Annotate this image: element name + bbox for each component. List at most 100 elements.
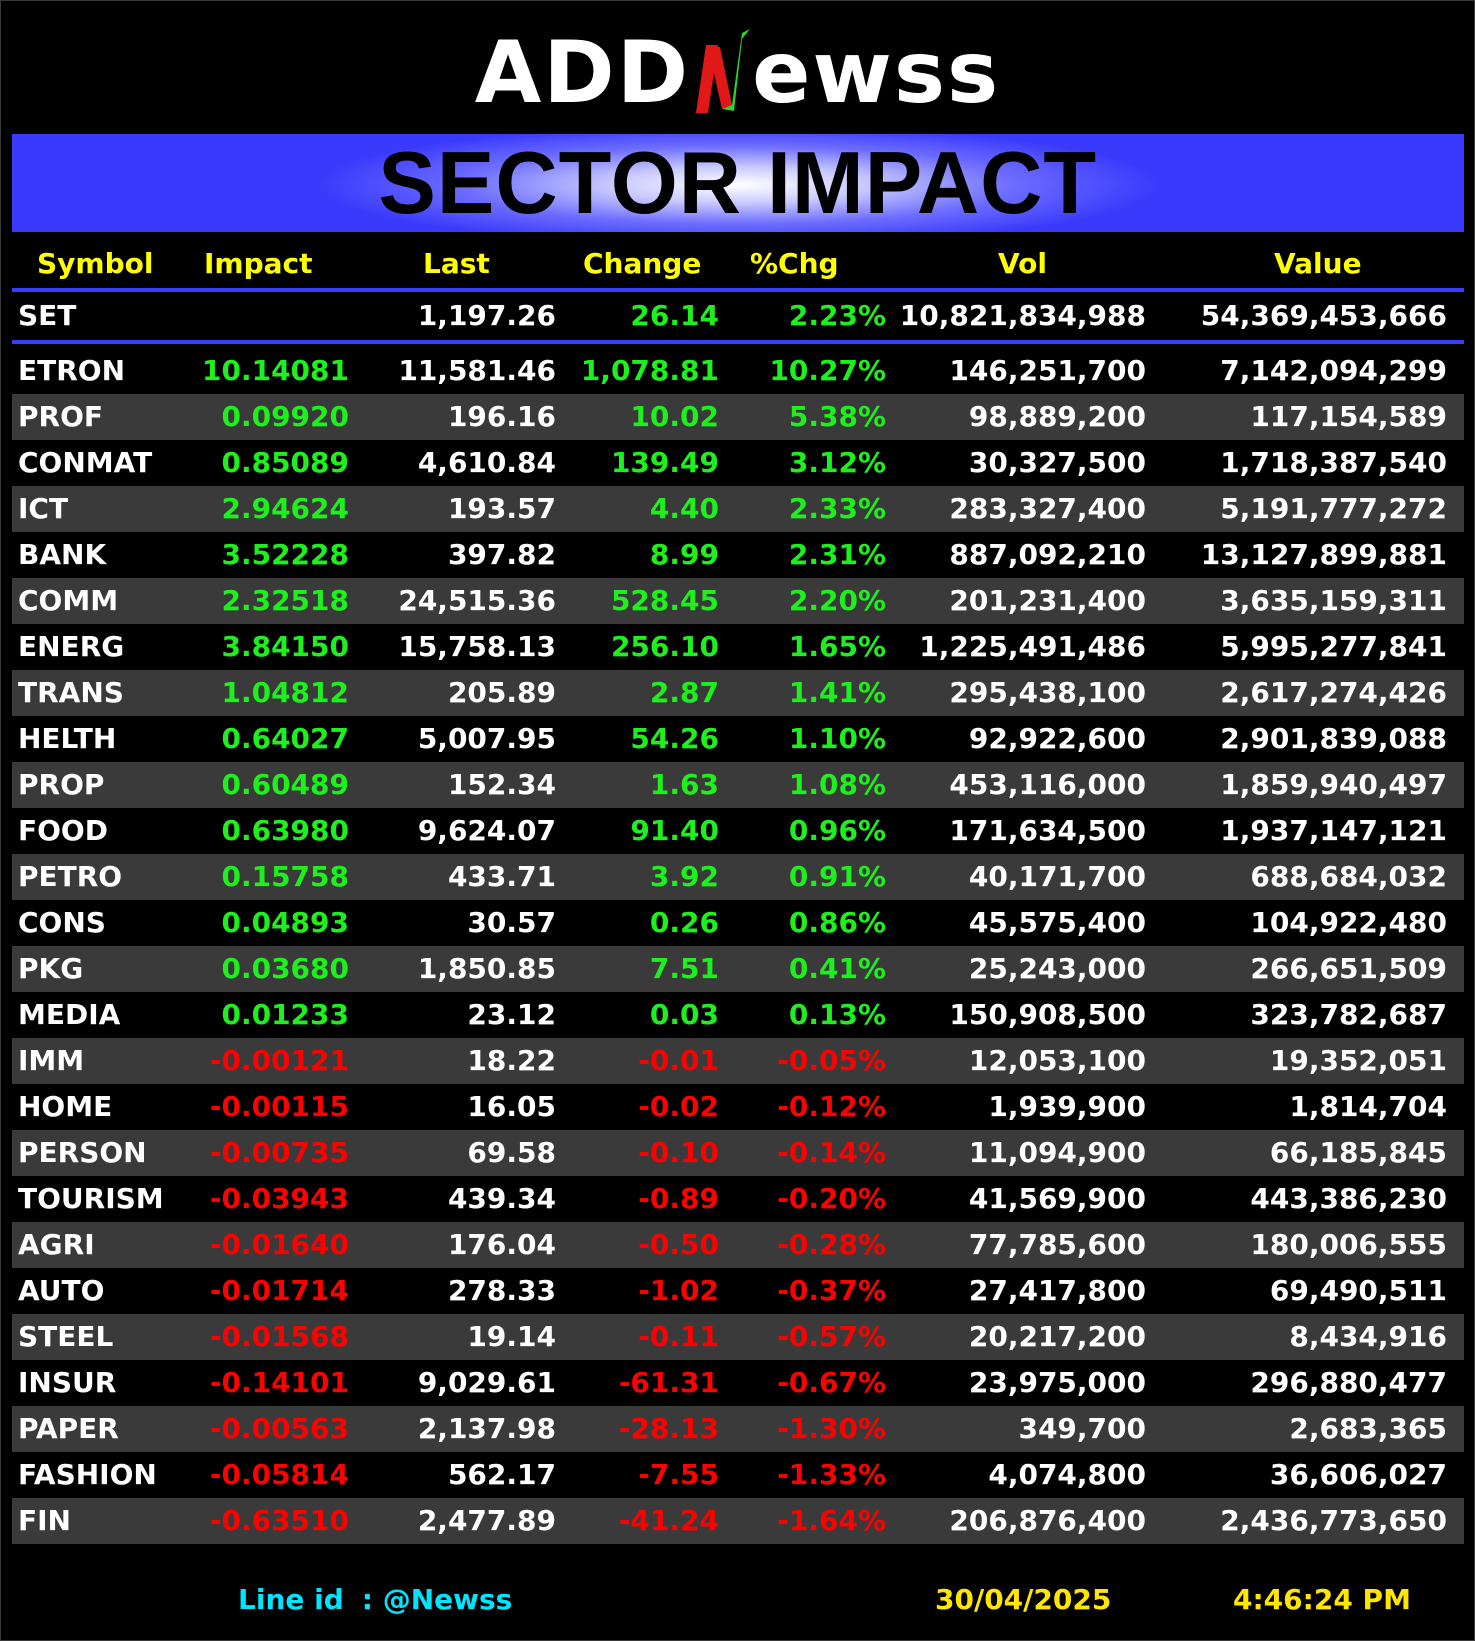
cell-value: 1,859,940,497 xyxy=(1220,768,1447,801)
cell-impact: 0.01233 xyxy=(221,998,349,1031)
table-row: FOOD 0.63980 9,624.07 91.40 0.96% 171,634,500… xyxy=(12,808,1464,854)
table-row: HOME -0.00115 16.05 -0.02 -0.12% 1,939,900 1,8… xyxy=(12,1084,1464,1130)
cell-symbol: AUTO xyxy=(18,1274,105,1307)
cell-pct-change: 0.41% xyxy=(788,952,886,985)
cell-symbol: PROP xyxy=(18,768,105,801)
table-row: PERSON -0.00735 69.58 -0.10 -0.14% 11,094,900… xyxy=(12,1130,1464,1176)
cell-last: 1,850.85 xyxy=(417,952,556,985)
cell-last: 562.17 xyxy=(447,1458,556,1491)
cell-value: 66,185,845 xyxy=(1269,1136,1447,1169)
cell-pct-change: 1.08% xyxy=(788,768,886,801)
cell-impact: -0.00121 xyxy=(209,1044,349,1077)
cell-value: 69,490,511 xyxy=(1269,1274,1447,1307)
cell-impact: -0.05814 xyxy=(209,1458,349,1491)
table-row: STEEL -0.01568 19.14 -0.11 -0.57% 20,217,200 8… xyxy=(12,1314,1464,1360)
cell-symbol: PROF xyxy=(18,400,104,433)
cell-value: 2,436,773,650 xyxy=(1220,1504,1447,1537)
cell-pct-change: 0.96% xyxy=(788,814,886,847)
cell-symbol: HOME xyxy=(18,1090,113,1123)
cell-pct-change: -0.67% xyxy=(777,1366,886,1399)
index-value: 54,369,453,666 xyxy=(1200,299,1447,332)
line-id-label: Line id xyxy=(238,1583,344,1616)
cell-change: -1.02 xyxy=(638,1274,719,1307)
cell-change: 8.99 xyxy=(649,538,719,571)
index-pct-change: 2.23% xyxy=(788,299,886,332)
cell-impact: -0.14101 xyxy=(209,1366,349,1399)
cell-volume: 4,074,800 xyxy=(988,1458,1146,1491)
cell-impact: 3.84150 xyxy=(221,630,349,663)
cell-last: 196.16 xyxy=(447,400,556,433)
cell-volume: 146,251,700 xyxy=(949,354,1146,387)
cell-value: 8,434,916 xyxy=(1289,1320,1447,1353)
cell-change: -0.50 xyxy=(638,1228,719,1261)
cell-impact: 0.15758 xyxy=(221,860,349,893)
index-separator xyxy=(12,340,1464,344)
cell-pct-change: 3.12% xyxy=(788,446,886,479)
cell-volume: 887,092,210 xyxy=(949,538,1146,571)
cell-impact: 0.60489 xyxy=(221,768,349,801)
cell-impact: -0.63510 xyxy=(209,1504,349,1537)
logo-suffix: ewss xyxy=(752,23,1001,123)
cell-change: -7.55 xyxy=(638,1458,719,1491)
cell-change: -0.02 xyxy=(638,1090,719,1123)
cell-pct-change: 2.20% xyxy=(788,584,886,617)
cell-pct-change: -1.64% xyxy=(777,1504,886,1537)
cell-last: 397.82 xyxy=(447,538,556,571)
cell-value: 36,606,027 xyxy=(1269,1458,1447,1491)
table-row: ENERG 3.84150 15,758.13 256.10 1.65% 1,225,49… xyxy=(12,624,1464,670)
cell-change: 54.26 xyxy=(630,722,719,755)
cell-value: 2,617,274,426 xyxy=(1220,676,1447,709)
cell-change: 256.10 xyxy=(610,630,719,663)
cell-symbol: FIN xyxy=(18,1504,71,1537)
cell-volume: 171,634,500 xyxy=(949,814,1146,847)
page-title: SECTOR IMPACT xyxy=(378,133,1098,232)
cell-change: 139.49 xyxy=(610,446,719,479)
cell-pct-change: -0.12% xyxy=(777,1090,886,1123)
cell-symbol: FASHION xyxy=(18,1458,157,1491)
cell-volume: 150,908,500 xyxy=(949,998,1146,1031)
cell-value: 19,352,051 xyxy=(1269,1044,1447,1077)
cell-impact: -0.01714 xyxy=(209,1274,349,1307)
cell-impact: 0.09920 xyxy=(221,400,349,433)
table-row: HELTH 0.64027 5,007.95 54.26 1.10% 92,922,600… xyxy=(12,716,1464,762)
cell-change: 0.26 xyxy=(649,906,719,939)
cell-impact: -0.00563 xyxy=(209,1412,349,1445)
cell-impact: 10.14081 xyxy=(201,354,349,387)
header-value: Value xyxy=(1274,247,1362,280)
index-change: 26.14 xyxy=(630,299,719,332)
cell-impact: -0.00735 xyxy=(209,1136,349,1169)
cell-change: 2.87 xyxy=(649,676,719,709)
cell-pct-change: 0.13% xyxy=(788,998,886,1031)
cell-change: -0.11 xyxy=(638,1320,719,1353)
cell-last: 11,581.46 xyxy=(398,354,556,387)
table-row: PROF 0.09920 196.16 10.02 5.38% 98,889,200 117… xyxy=(12,394,1464,440)
cell-pct-change: -0.37% xyxy=(777,1274,886,1307)
cell-value: 2,901,839,088 xyxy=(1220,722,1447,755)
cell-value: 443,386,230 xyxy=(1250,1182,1447,1215)
cell-value: 13,127,899,881 xyxy=(1200,538,1447,571)
header-volume: Vol xyxy=(998,247,1047,280)
cell-last: 152.34 xyxy=(447,768,556,801)
cell-symbol: ETRON xyxy=(18,354,126,387)
report-time: 4:46:24 PM xyxy=(1233,1583,1411,1616)
cell-impact: 0.03680 xyxy=(221,952,349,985)
cell-change: 1,078.81 xyxy=(580,354,719,387)
cell-last: 9,029.61 xyxy=(417,1366,556,1399)
cell-change: -0.89 xyxy=(638,1182,719,1215)
cell-impact: 0.04893 xyxy=(221,906,349,939)
cell-volume: 1,939,900 xyxy=(988,1090,1146,1123)
cell-last: 19.14 xyxy=(467,1320,556,1353)
cell-change: 528.45 xyxy=(610,584,719,617)
header-pct-change: %Chg xyxy=(750,247,839,280)
cell-pct-change: 1.65% xyxy=(788,630,886,663)
cell-impact: 0.85089 xyxy=(221,446,349,479)
table-row: BANK 3.52228 397.82 8.99 2.31% 887,092,210 13,… xyxy=(12,532,1464,578)
cell-volume: 349,700 xyxy=(1018,1412,1146,1445)
cell-symbol: INSUR xyxy=(18,1366,117,1399)
cell-value: 180,006,555 xyxy=(1250,1228,1447,1261)
line-id-value: : @Newss xyxy=(361,1583,513,1616)
cell-impact: 3.52228 xyxy=(221,538,349,571)
cell-symbol: PKG xyxy=(18,952,84,985)
cell-value: 1,718,387,540 xyxy=(1220,446,1447,479)
header-change: Change xyxy=(583,247,702,280)
